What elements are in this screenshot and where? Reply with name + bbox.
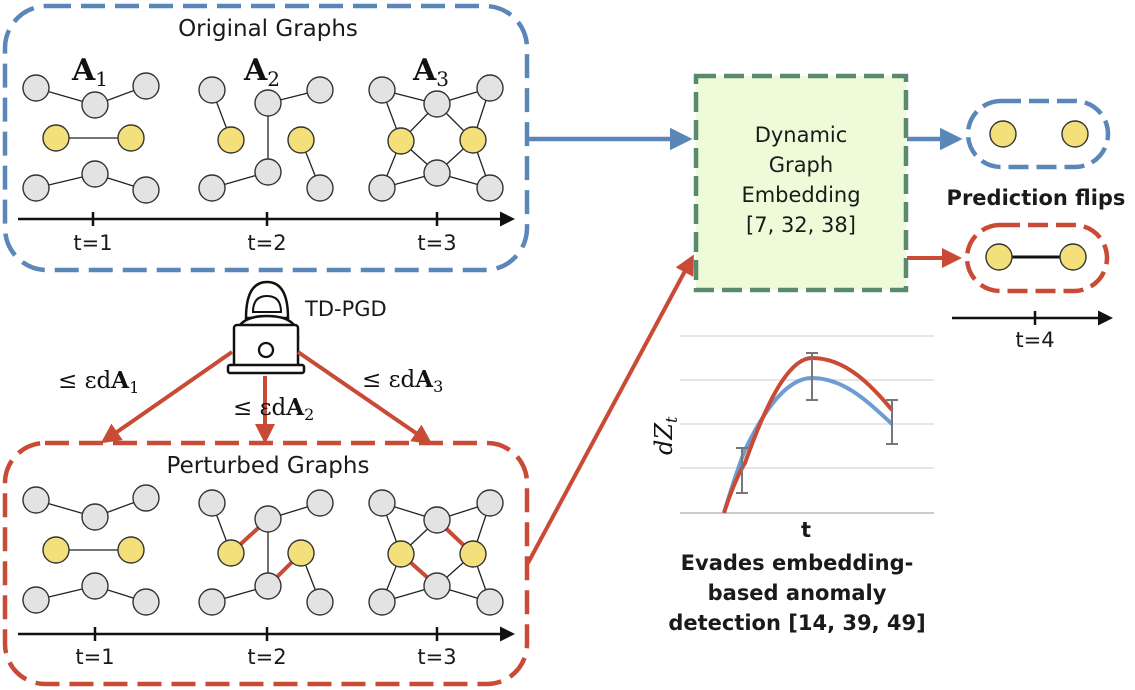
prediction-node [1061,120,1089,148]
anomaly-caption-line-3: detection [14, 39, 49] [668,611,925,635]
prediction-flips-label: Prediction flips [947,186,1126,210]
prediction-node [985,243,1013,271]
arrow-perturbed-to-embedding [526,254,694,564]
original-timeline [18,211,515,227]
original-graphs-frame [2,3,530,273]
prediction-node [1059,243,1087,271]
error-bar [886,399,898,445]
embedding-box [693,73,909,293]
original-graph-t3 [368,74,504,202]
prediction-original-frame [965,98,1111,170]
perturbed-graphs-title: Perturbed Graphs [167,453,370,479]
anomaly-caption-line-2: based anomaly [708,581,887,605]
original-time-label-t3: t=3 [417,231,456,255]
embedding-line-4: [7, 32, 38] [746,213,856,237]
original-time-label-t1: t=1 [73,231,112,255]
chart-y-label: dZt [650,416,681,455]
error-bar [736,447,748,494]
matrix-label-a2: A2 [243,53,280,91]
perturbed-time-label-t3: t=3 [417,645,456,669]
prediction-perturbed-frame [964,222,1110,294]
embedding-line-3: Embedding [741,183,860,207]
perturbed-timeline [18,626,515,642]
prediction-time-label: t=4 [1015,328,1054,352]
original-graphs-title: Original Graphs [178,16,358,42]
matrix-label-a1: A1 [71,53,108,91]
chart-x-label: t [801,518,811,542]
anomaly-chart [680,335,934,514]
attacker-name: TD-PGD [304,297,387,321]
perturbed-graph-t1 [22,484,160,616]
budget-label-t3: ≤ εdA3 [362,366,443,396]
hacker-icon [226,280,306,375]
original-graph-t1 [22,72,160,204]
budget-label-t2: ≤ εdA2 [233,394,314,424]
perturbed-time-label-t1: t=1 [75,645,114,669]
budget-label-t1: ≤ εdA1 [58,367,139,397]
perturbed-graph-t3 [368,489,504,616]
perturbed-time-label-t2: t=2 [247,645,286,669]
anomaly-caption-line-1: Evades embedding- [681,551,914,575]
matrix-label-a3: A3 [412,53,449,91]
perturbed-curve [722,355,894,514]
original-graph-t2 [198,76,334,202]
prediction-timeline [952,310,1113,326]
perturbed-graph-t2 [198,489,334,616]
attack-arrow-t3 [296,350,433,445]
embedding-line-2: Graph [769,153,833,177]
prediction-node [989,120,1017,148]
error-bar [806,352,818,401]
attack-arrow-t1 [100,350,234,444]
embedding-line-1: Dynamic [755,123,848,147]
perturbed-graphs-frame [2,440,530,687]
original-time-label-t2: t=2 [247,231,286,255]
clean-curve [722,375,894,514]
